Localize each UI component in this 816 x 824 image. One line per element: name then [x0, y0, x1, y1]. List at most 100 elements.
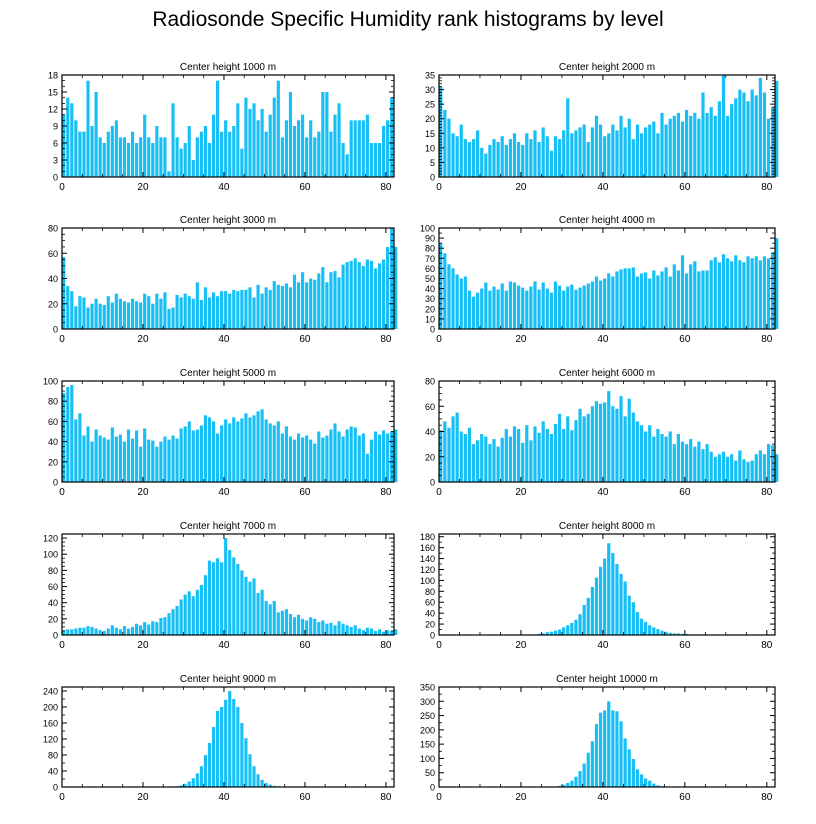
histogram-bar	[207, 743, 212, 787]
y-tick-label: 30	[425, 294, 435, 304]
histogram-bar	[357, 120, 361, 177]
x-tick-label: 40	[218, 792, 230, 803]
histogram-bar	[353, 258, 357, 329]
histogram-bar	[236, 707, 240, 787]
histogram-bar	[74, 419, 78, 482]
histogram-bar	[451, 133, 455, 177]
histogram-bar	[586, 142, 590, 177]
histogram-bar	[220, 131, 224, 177]
histogram-bar	[179, 297, 183, 329]
histogram-bar	[70, 291, 74, 330]
histogram-bar	[256, 120, 260, 177]
y-tick-label: 0	[53, 173, 58, 183]
histogram-bar	[301, 114, 305, 177]
histogram-bar	[570, 622, 574, 635]
histogram-bar	[199, 766, 203, 787]
histogram-bar	[256, 774, 260, 787]
histogram-bar	[82, 297, 86, 329]
histogram-bar	[492, 439, 496, 482]
histogram-bar	[689, 264, 693, 329]
histogram-bar	[228, 131, 232, 177]
y-tick-label: 160	[420, 543, 435, 553]
histogram-bar	[656, 428, 660, 482]
histogram-bar	[114, 293, 118, 329]
x-tick-label: 40	[597, 182, 609, 193]
histogram-bar	[603, 278, 607, 329]
histogram-bar	[353, 120, 357, 177]
histogram-bar	[191, 778, 195, 787]
histogram-bar	[725, 456, 730, 482]
histogram-bar	[508, 436, 513, 482]
y-tick-label: 90	[425, 234, 435, 244]
histogram-bar	[377, 629, 382, 635]
histogram-bar	[155, 126, 159, 177]
histogram-bar	[106, 296, 110, 329]
histogram-bar	[594, 115, 599, 177]
histogram-bar	[369, 143, 374, 177]
histogram-bar	[216, 711, 220, 787]
histogram-bar	[240, 723, 244, 787]
histogram-bar	[248, 287, 252, 329]
histogram-bar	[598, 280, 603, 329]
histogram-bar	[668, 632, 672, 635]
y-tick-label: 10	[425, 143, 435, 153]
histogram-bar	[333, 625, 337, 635]
histogram-bar	[98, 630, 102, 635]
histogram-bar	[321, 92, 325, 177]
histogram-bar	[758, 77, 762, 177]
histogram-bar	[504, 144, 508, 177]
chart-panel: 0 20 40 60 80 0 50 100 150 200 250 300 350 Center hei…	[420, 674, 776, 803]
histogram-bar	[562, 290, 566, 329]
histogram-bar	[607, 701, 611, 787]
histogram-bar	[183, 293, 187, 329]
histogram-bar	[337, 277, 341, 329]
histogram-bar	[199, 425, 203, 482]
panel-title: Center height 5000 m	[180, 368, 276, 379]
histogram-bar	[106, 131, 110, 177]
histogram-bar	[288, 436, 293, 482]
histogram-bar	[557, 413, 562, 482]
histogram-bar	[179, 785, 183, 787]
histogram-bar	[74, 306, 78, 329]
x-tick-label: 40	[597, 487, 609, 498]
histogram-bar	[697, 271, 701, 329]
histogram-bar	[179, 428, 183, 482]
histogram-bar	[240, 289, 244, 329]
histogram-bar	[615, 711, 619, 787]
histogram-bar	[220, 425, 224, 482]
histogram-bar	[62, 393, 66, 482]
histogram-bar	[317, 273, 321, 329]
histogram-bar	[163, 137, 167, 177]
histogram-bar	[656, 628, 660, 635]
histogram-bar	[693, 112, 697, 177]
histogram-bar	[114, 120, 118, 177]
histogram-bar	[280, 610, 284, 635]
histogram-bar	[664, 631, 668, 635]
histogram-bar	[333, 270, 337, 329]
histogram-bar	[211, 727, 216, 787]
histogram-bar	[459, 431, 463, 482]
histogram-bar	[463, 434, 467, 482]
histogram-bar	[288, 92, 293, 177]
histogram-bar	[122, 301, 127, 329]
histogram-bar	[603, 558, 607, 635]
histogram-bar	[365, 453, 369, 482]
histogram-bar	[195, 137, 199, 177]
histogram-bar	[656, 785, 660, 787]
histogram-bar	[586, 413, 590, 482]
histogram-bar	[537, 432, 541, 482]
histogram-bar	[484, 436, 488, 482]
histogram-bar	[488, 290, 492, 329]
y-tick-label: 40	[48, 437, 58, 447]
histogram-bar	[750, 258, 754, 329]
histogram-bar	[463, 139, 467, 177]
histogram-bar	[216, 296, 220, 329]
histogram-bar	[566, 625, 570, 635]
histogram-bar	[541, 421, 545, 482]
histogram-bar	[139, 137, 143, 177]
histogram-bar	[90, 303, 94, 329]
histogram-bar	[203, 415, 208, 482]
histogram-bar	[762, 256, 767, 329]
histogram-bar	[648, 124, 652, 177]
x-tick-label: 60	[679, 487, 691, 498]
